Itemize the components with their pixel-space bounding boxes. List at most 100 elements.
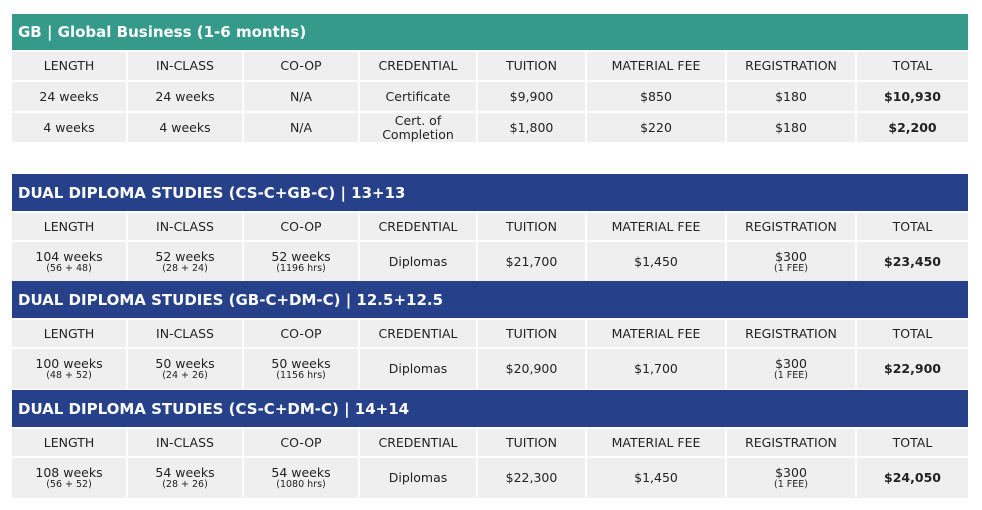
table-row: 24 weeks 24 weeks N/A Certificate $9,900 $850… bbox=[12, 80, 968, 111]
cell-note: (1196 hrs) bbox=[276, 262, 326, 274]
column-header-tuition: TUITION bbox=[476, 52, 585, 80]
cell-co-op: 50 weeks (1156 hrs) bbox=[242, 349, 358, 389]
column-header-registration: REGISTRATION bbox=[725, 213, 855, 240]
column-header-length: LENGTH bbox=[43, 325, 95, 341]
cell-value: $21,700 bbox=[505, 254, 558, 270]
cell-note: (24 + 26) bbox=[162, 369, 208, 381]
cell-tuition: $21,700 bbox=[476, 242, 585, 282]
cell-in-class: 4 weeks bbox=[126, 113, 242, 142]
cell-note: (1 FEE) bbox=[774, 478, 808, 490]
column-header-co-op: CO-OP bbox=[242, 213, 358, 240]
dual-diploma-title: DUAL DIPLOMA STUDIES (CS-C+GB-C) | 13+13 bbox=[12, 174, 968, 211]
cell-value: 100 weeks bbox=[35, 355, 103, 371]
column-header-credential: CREDENTIAL bbox=[358, 213, 476, 240]
gb-column-headers: LENGTH IN-CLASS CO-OP CREDENTIAL TUITION MATE… bbox=[12, 50, 968, 80]
cell-material-fee: $850 bbox=[585, 82, 725, 111]
cell-note: (1156 hrs) bbox=[276, 369, 326, 381]
cell-value: $300 bbox=[775, 248, 807, 264]
cell-co-op: 54 weeks (1080 hrs) bbox=[242, 458, 358, 498]
cell-value: $300 bbox=[775, 355, 807, 371]
cell-value: Diplomas bbox=[388, 254, 448, 270]
column-header-total: TOTAL bbox=[855, 52, 968, 80]
column-header-total: TOTAL bbox=[855, 429, 968, 456]
cell-registration: $300 (1 FEE) bbox=[725, 242, 855, 282]
column-header-credential: CREDENTIAL bbox=[358, 429, 476, 456]
cell-value: $24,050 bbox=[884, 470, 941, 486]
column-header-total: TOTAL bbox=[855, 320, 968, 347]
cell-value: $22,900 bbox=[884, 361, 941, 377]
cell-note: (56 + 52) bbox=[46, 478, 92, 490]
cell-in-class: 52 weeks (28 + 24) bbox=[126, 242, 242, 282]
cell-credential: Certificate bbox=[358, 82, 476, 111]
cell-co-op: N/A bbox=[242, 82, 358, 111]
cell-note: (28 + 26) bbox=[162, 478, 208, 490]
cell-total: $10,930 bbox=[855, 82, 968, 111]
cell-value: 104 weeks bbox=[35, 248, 103, 264]
cell-note: (1080 hrs) bbox=[276, 478, 326, 490]
cell-value: 50 weeks bbox=[271, 355, 331, 371]
column-header-tuition: TUITION bbox=[476, 429, 585, 456]
column-header-length: LENGTH bbox=[43, 434, 95, 450]
column-header-co-op: CO-OP bbox=[242, 52, 358, 80]
dual-diploma-table: DUAL DIPLOMA STUDIES (GB-C+DM-C) | 12.5+… bbox=[12, 281, 968, 389]
cell-value: $300 bbox=[775, 464, 807, 480]
cell-value: $1,700 bbox=[634, 361, 678, 377]
column-header-tuition: TUITION bbox=[476, 213, 585, 240]
column-header-registration: REGISTRATION bbox=[725, 52, 855, 80]
cell-registration: $180 bbox=[725, 113, 855, 142]
cell-note: (28 + 24) bbox=[162, 262, 208, 274]
cell-value: Diplomas bbox=[388, 361, 448, 377]
cell-tuition: $20,900 bbox=[476, 349, 585, 389]
cell-length: 4 weeks bbox=[43, 119, 95, 135]
cell-total: $2,200 bbox=[855, 113, 968, 142]
cell-value: 50 weeks bbox=[155, 355, 215, 371]
cell-tuition: $9,900 bbox=[476, 82, 585, 111]
cell-value: $1,450 bbox=[634, 470, 678, 486]
cell-note: (1 FEE) bbox=[774, 369, 808, 381]
cell-note: (1 FEE) bbox=[774, 262, 808, 274]
cell-material-fee: $220 bbox=[585, 113, 725, 142]
cell-material-fee: $1,450 bbox=[585, 242, 725, 282]
column-header-registration: REGISTRATION bbox=[725, 320, 855, 347]
table-row: 100 weeks (48 + 52) 50 weeks (24 + 26) 50 we… bbox=[12, 347, 968, 389]
column-headers: LENGTH IN-CLASS CO-OP CREDENTIAL TUITION MATE… bbox=[12, 318, 968, 347]
column-header-material-fee: MATERIAL FEE bbox=[585, 52, 725, 80]
cell-value: 108 weeks bbox=[35, 464, 103, 480]
cell-length: 100 weeks (48 + 52) bbox=[12, 349, 126, 389]
column-headers: LENGTH IN-CLASS CO-OP CREDENTIAL TUITION MATE… bbox=[12, 211, 968, 240]
cell-material-fee: $1,700 bbox=[585, 349, 725, 389]
cell-tuition: $1,800 bbox=[476, 113, 585, 142]
column-header-in-class: IN-CLASS bbox=[126, 213, 242, 240]
cell-total: $24,050 bbox=[855, 458, 968, 498]
cell-credential: Diplomas bbox=[358, 458, 476, 498]
cell-in-class: 24 weeks bbox=[126, 82, 242, 111]
cell-value: 54 weeks bbox=[155, 464, 215, 480]
column-header-material-fee: MATERIAL FEE bbox=[585, 213, 725, 240]
gb-title: GB | Global Business (1-6 months) bbox=[12, 14, 968, 50]
cell-credential: Diplomas bbox=[358, 242, 476, 282]
cell-registration: $300 (1 FEE) bbox=[725, 349, 855, 389]
column-header-in-class: IN-CLASS bbox=[126, 52, 242, 80]
column-header-length: LENGTH bbox=[43, 58, 95, 74]
cell-length: 108 weeks (56 + 52) bbox=[12, 458, 126, 498]
cell-total: $22,900 bbox=[855, 349, 968, 389]
cell-value: 52 weeks bbox=[271, 248, 331, 264]
dual-diploma-title: DUAL DIPLOMA STUDIES (GB-C+DM-C) | 12.5+… bbox=[12, 281, 968, 318]
table-row: 4 weeks 4 weeks N/A Cert. of Completion $1,8… bbox=[12, 111, 968, 142]
dual-diploma-table: DUAL DIPLOMA STUDIES (CS-C+DM-C) | 14+14… bbox=[12, 390, 968, 498]
cell-total: $23,450 bbox=[855, 242, 968, 282]
dual-diploma-table: DUAL DIPLOMA STUDIES (CS-C+GB-C) | 13+13… bbox=[12, 174, 968, 282]
cell-value: Diplomas bbox=[388, 470, 448, 486]
cell-credential: Diplomas bbox=[358, 349, 476, 389]
column-header-material-fee: MATERIAL FEE bbox=[585, 320, 725, 347]
cell-material-fee: $1,450 bbox=[585, 458, 725, 498]
cell-registration: $180 bbox=[725, 82, 855, 111]
column-header-length: LENGTH bbox=[43, 218, 95, 234]
column-headers: LENGTH IN-CLASS CO-OP CREDENTIAL TUITION MATE… bbox=[12, 427, 968, 456]
column-header-in-class: IN-CLASS bbox=[126, 429, 242, 456]
cell-in-class: 54 weeks (28 + 26) bbox=[126, 458, 242, 498]
cell-note: (48 + 52) bbox=[46, 369, 92, 381]
dual-diploma-title: DUAL DIPLOMA STUDIES (CS-C+DM-C) | 14+14 bbox=[12, 390, 968, 427]
cell-co-op: 52 weeks (1196 hrs) bbox=[242, 242, 358, 282]
cell-registration: $300 (1 FEE) bbox=[725, 458, 855, 498]
